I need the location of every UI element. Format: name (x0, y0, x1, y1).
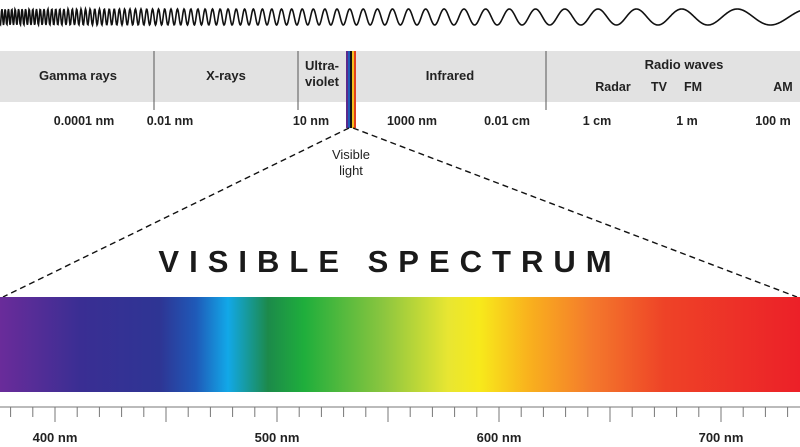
zoom-line-left (2, 127, 350, 298)
tv-label: TV (651, 80, 667, 94)
wave-line (0, 5, 800, 28)
wavelength-label: 100 m (755, 114, 791, 128)
nm-label: 600 nm (476, 430, 522, 445)
wavelength-label: 10 nm (292, 114, 330, 128)
fm-label: FM (683, 80, 703, 94)
ultraviolet-label-line1: Ultra- (305, 58, 339, 73)
nm-label: 500 nm (254, 430, 300, 445)
ultraviolet-label: Ultra- violet (305, 58, 339, 90)
wavelength-label: 1000 nm (386, 114, 438, 128)
visible-band-blue (348, 51, 350, 128)
nm-label: 700 nm (698, 430, 744, 445)
nm-label: 400 nm (32, 430, 78, 445)
radar-label: Radar (595, 80, 631, 94)
visible-light-label-line1: Visible (331, 147, 371, 162)
wavelength-label: 1 cm (582, 114, 612, 128)
ultraviolet-label-line2: violet (305, 74, 339, 89)
wavelength-label: 0.01 nm (146, 114, 194, 128)
visible-light-label-line2: light (339, 163, 363, 178)
visible-band-yellow (352, 51, 354, 128)
wavelength-label: 1 m (676, 114, 698, 128)
visible-band-purple (346, 51, 348, 128)
zoom-line-right (352, 127, 798, 298)
visible-light-label: Visible light (332, 147, 370, 179)
visible-band-red (354, 51, 356, 128)
wavelength-label: 0.0001 nm (53, 114, 115, 128)
visible-spectrum-title: VISIBLE SPECTRUM (158, 244, 622, 279)
gamma-rays-label: Gamma rays (38, 68, 118, 83)
radio-waves-label: Radio waves (644, 57, 724, 72)
wavelength-label: 0.01 cm (484, 114, 530, 128)
xrays-label: X-rays (206, 68, 246, 83)
nm-ticks (10, 407, 789, 422)
infrared-label: Infrared (425, 68, 475, 83)
am-label: AM (773, 80, 793, 94)
visible-spectrum-bar (0, 297, 800, 392)
visible-band-black (350, 51, 352, 128)
em-band-bar (0, 51, 800, 102)
